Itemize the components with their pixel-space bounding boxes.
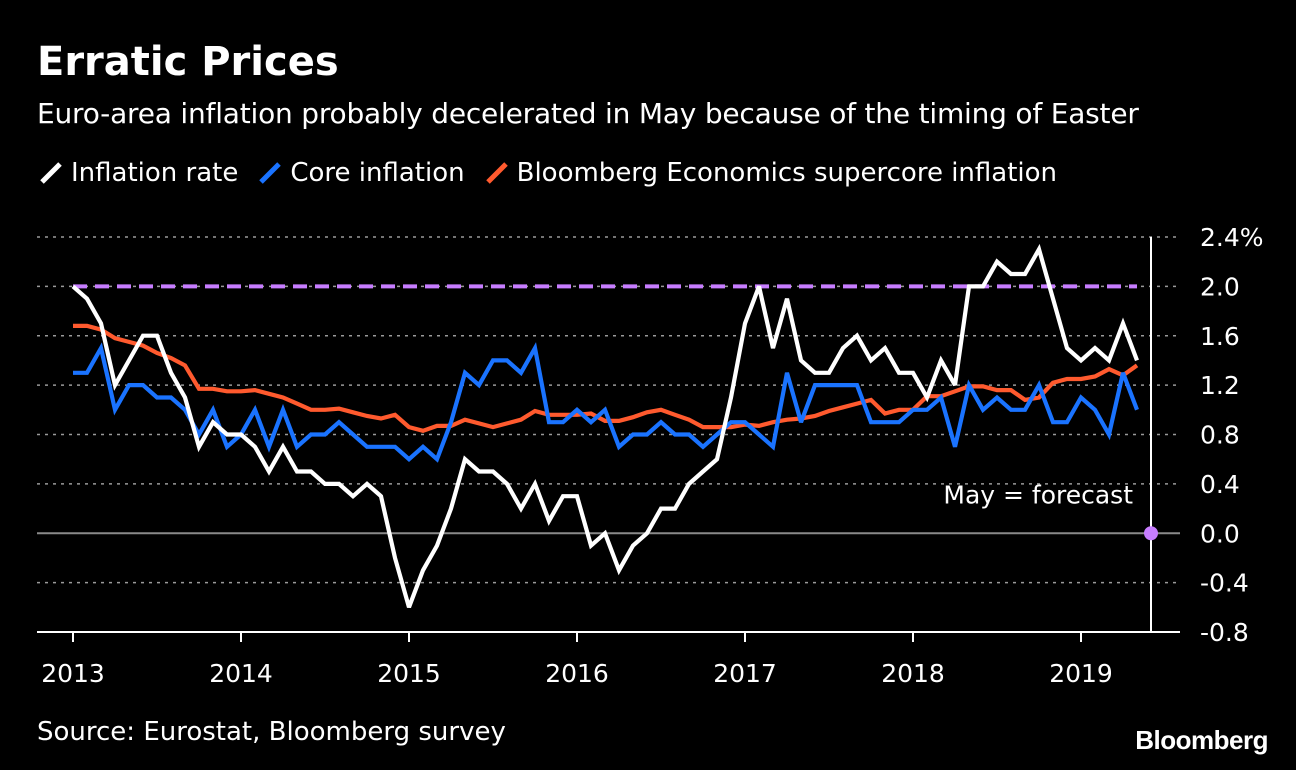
y-tick-label: -0.4 — [1200, 569, 1249, 598]
legend-swatch-supercore-inflation-icon — [485, 162, 508, 184]
legend-item-core-inflation: Core inflation — [256, 155, 465, 191]
y-tick-label: -0.8 — [1200, 618, 1249, 647]
supercore-inflation-line — [73, 323, 1139, 433]
x-tick-label: 2018 — [881, 659, 945, 688]
legend-label-core-inflation: Core inflation — [290, 158, 465, 188]
x-tick-label: 2017 — [713, 659, 777, 688]
legend-item-supercore-inflation: Bloomberg Economics supercore inflation — [483, 155, 1057, 191]
inflation-rate-line — [71, 243, 1139, 609]
y-tick-label: 2.4% — [1200, 223, 1264, 252]
x-tick-label: 2015 — [377, 659, 441, 688]
y-tick-label: 1.2 — [1200, 371, 1240, 400]
y-tick-label: 2.0 — [1200, 272, 1240, 301]
legend: Inflation rate Core inflation Bloomberg … — [37, 155, 1075, 191]
forecast-annotation: May = forecast — [943, 481, 1133, 510]
legend-swatch-inflation-rate-icon — [40, 162, 62, 184]
core-inflation-line — [73, 342, 1139, 463]
y-tick-label: 0.0 — [1200, 519, 1240, 548]
legend-label-supercore-inflation: Bloomberg Economics supercore inflation — [516, 158, 1058, 188]
x-tick-label: 2019 — [1049, 659, 1113, 688]
legend-item-inflation-rate: Inflation rate — [37, 155, 238, 191]
y-tick-label: 0.8 — [1200, 421, 1240, 450]
x-tick-label: 2016 — [545, 659, 609, 688]
source-note: Source: Eurostat, Bloomberg survey — [37, 717, 506, 747]
bloomberg-logo: Bloomberg — [1135, 725, 1268, 755]
chart-subtitle: Euro-area inflation probably decelerated… — [37, 97, 1139, 130]
forecast-point — [1144, 526, 1158, 541]
x-tick-label: 2014 — [209, 659, 273, 688]
x-tick-label: 2013 — [41, 659, 105, 688]
legend-label-inflation-rate: Inflation rate — [71, 158, 239, 188]
legend-swatch-core-inflation-icon — [259, 162, 282, 184]
line-chart: -0.8 -0.4 0.0 0.4 0.8 1.2 1.6 2.0 2.4% 2013 2014 20… — [37, 223, 1264, 688]
chart-title: Erratic Prices — [37, 39, 339, 85]
y-tick-label: 1.6 — [1200, 322, 1240, 351]
y-tick-label: 0.4 — [1200, 470, 1240, 499]
